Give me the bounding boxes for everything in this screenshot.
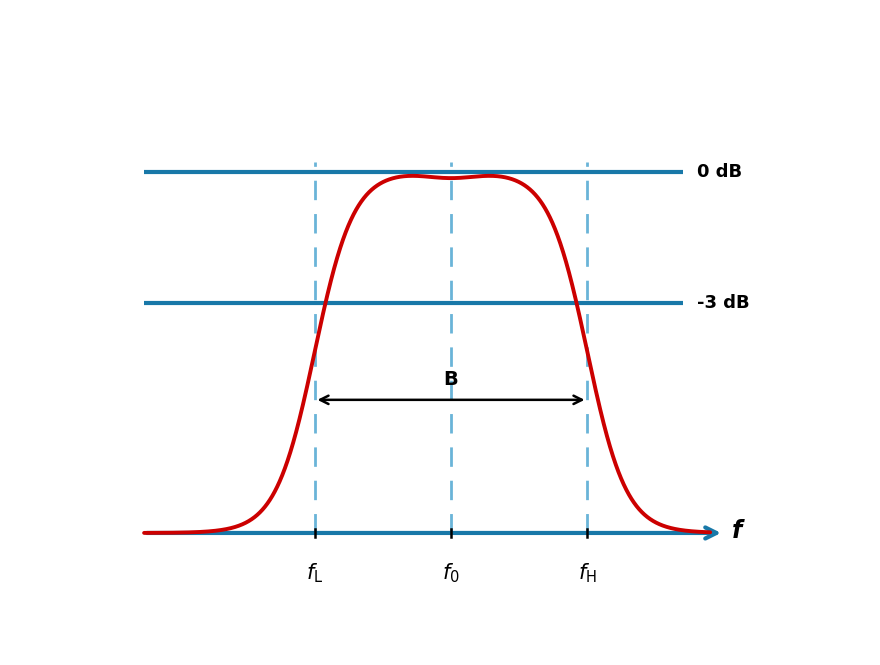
Text: $f_{\mathrm{0}}$: $f_{\mathrm{0}}$ — [442, 561, 460, 585]
Text: f: f — [732, 519, 742, 543]
Text: -3 dB: -3 dB — [697, 293, 749, 311]
Text: 0 dB: 0 dB — [697, 163, 742, 181]
Text: $f_{\mathrm{L}}$: $f_{\mathrm{L}}$ — [306, 561, 323, 585]
Text: $f_{\mathrm{H}}$: $f_{\mathrm{H}}$ — [578, 561, 597, 585]
Text: B: B — [444, 370, 458, 388]
